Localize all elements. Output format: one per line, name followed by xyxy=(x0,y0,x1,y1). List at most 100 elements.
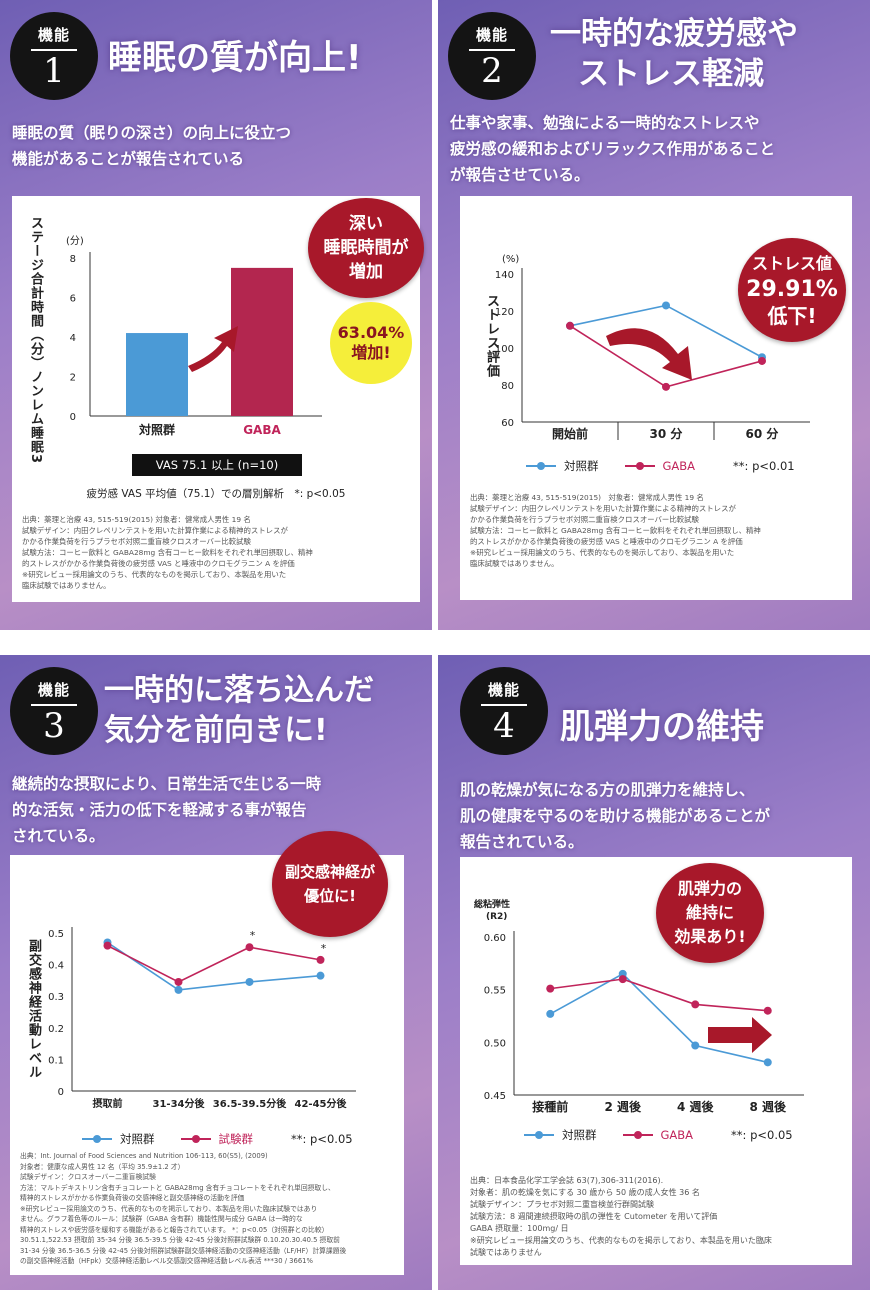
panel-description: 仕事や家事、勉強による一時的なストレスや 疲労感の緩和およびリラックス作用がある… xyxy=(450,110,858,188)
badge-number: 3 xyxy=(43,705,65,746)
function-badge-2: 機能 2 xyxy=(448,12,536,100)
function-badge-3: 機能 3 xyxy=(10,667,98,755)
y-tick-label: 140 xyxy=(495,270,514,281)
panel-skin-elasticity: 機能 4 肌弾力の維持 肌の乾燥が気になる方の肌弾力を維持し、 肌の健康を守るの… xyxy=(438,655,870,1290)
legend-label-control: 対照群 xyxy=(564,459,599,473)
x-tick-label: 8 週後 xyxy=(749,1099,787,1114)
source-line: ※研究レビュー採用論文のうち、代表的なものを掲示しており、本製品を用いた xyxy=(470,548,735,557)
data-point-gaba xyxy=(662,382,670,391)
condition-label: VAS 75.1 以上 (n=10) xyxy=(132,454,302,476)
y-tick-label: 0 xyxy=(70,412,76,423)
source-note: 出典：薬理と治療 43, 515-519(2015) 対象者：健常成人男性 19… xyxy=(22,514,410,591)
chart-card: 総粘弾性 (R2) 0.45 0.50 0.55 0.60 接種前 2 週後 4 週後 8 週… xyxy=(460,857,852,1265)
bubble-line: 深い xyxy=(349,214,383,234)
callout-bubble: 副交感神経が 優位に! xyxy=(272,831,388,937)
x-tick-label: 30 分 xyxy=(650,426,683,441)
source-line: 試験デザイン：内田クレペリンテストを用いた計算作業による精神的ストレスが xyxy=(22,526,288,535)
chart-legend: 対照群 GABA **: p<0.05 xyxy=(524,1127,793,1143)
y-axis-label: ストレス評価 xyxy=(484,294,499,378)
parasympathetic-line-chart: 0 0.1 0.2 0.3 0.4 0.5 摂取前 31-34分後 36.5-39.5分後 42-… xyxy=(48,927,356,1110)
legend-swatch-control xyxy=(524,1131,554,1139)
y-tick-label: 2 xyxy=(70,373,76,384)
panel-title: 肌弾力の維持 xyxy=(560,707,764,747)
bar-control xyxy=(126,333,188,416)
significance-note: **: p<0.05 xyxy=(291,1132,353,1146)
badge-label: 機能 xyxy=(475,25,508,44)
x-tick-label: 対照群 xyxy=(138,422,175,437)
data-point-gaba xyxy=(174,977,183,986)
source-line: 試験方法：コーヒー飲料と GABA28mg 含有コーヒー飲料をそれぞれ単回摂取し… xyxy=(470,526,761,535)
x-tick-label: 36.5-39.5分後 xyxy=(213,1097,287,1110)
legend-swatch-gaba xyxy=(622,1131,653,1139)
chart-caption: 疲労感 VAS 平均値（75.1）での層別解析 *: p<0.05 xyxy=(86,488,346,500)
source-line: 対象者：肌の乾燥を気にする 30 歳から 50 歳の成人女性 36 名 xyxy=(470,1188,700,1197)
source-line: GABA 摂取量：100mg/ 日 xyxy=(470,1224,569,1233)
source-line: 試験デザイン：クロスオーバー二重盲検試験 xyxy=(20,1173,156,1181)
source-line: 方法：マルトデキストリン含有チョコレートと GABA28mg 含有チョコレートを… xyxy=(20,1183,335,1192)
panel-mood: 機能 3 一時的に落ち込んだ 気分を前向きに! 継続的な摂取により、日常生活で生… xyxy=(0,655,432,1290)
significance-note: **: p<0.05 xyxy=(731,1128,793,1142)
x-tick-label: 4 週後 xyxy=(677,1099,715,1114)
legend-swatch-control xyxy=(82,1135,112,1143)
source-line: 31-34 分後 36.5-36.5 分後 42-45 分後対照群試験群副交感神… xyxy=(20,1246,347,1255)
source-line: 試験デザイン：内田クレペリンテストを用いた計算作業による精神的ストレスが xyxy=(470,504,736,513)
source-line: 臨床試験ではありません。 xyxy=(470,559,559,568)
chart-card: ステージ合計時間（分）ノンレム睡眠3 (分) 0 2 4 6 8 対照群 GABA 深い 睡眠… xyxy=(12,196,424,602)
legend-label-control: 対照群 xyxy=(562,1128,597,1142)
badge-number: 1 xyxy=(43,50,65,91)
bubble-line: 維持に xyxy=(685,903,734,922)
bubble-value: 29.91% xyxy=(746,277,838,302)
data-point-control xyxy=(316,971,325,980)
series-line-gaba xyxy=(107,944,321,983)
source-line: 出典：薬理と治療 43, 515-519(2015) 対象者：健常成人男性 19… xyxy=(22,515,251,524)
bubble-line: ストレス値 xyxy=(751,254,832,273)
source-line: 試験方法：8 週間連続摂取時の肌の弾性を Cutometer を用いて評価 xyxy=(470,1212,718,1221)
y-tick-label: 60 xyxy=(501,418,514,429)
y-axis-label: 副交感神経活動レベル xyxy=(26,939,41,1079)
source-note: 出典：薬理と治療 43, 515-519(2015) 対象者：健常成人男性 19… xyxy=(470,492,842,569)
x-tick-label: 2 週後 xyxy=(604,1099,642,1114)
source-line: 出典：Int. Journal of Food Sciences and Nut… xyxy=(20,1152,268,1160)
legend-swatch-gaba xyxy=(180,1135,211,1143)
badge-divider xyxy=(469,48,515,51)
source-line: 出典：薬理と治療 43, 515-519(2015) 対象者：健常成人男性 19… xyxy=(470,493,704,502)
source-line: かかる作業負荷を行うプラセボ対照二重盲検クロスオーバー比較試験 xyxy=(470,515,699,524)
description-line: 仕事や家事、勉強による一時的なストレスや xyxy=(450,114,760,132)
data-point-gaba xyxy=(691,1000,700,1009)
source-line: の副交感神経活動（HFpk）交感神経活動レベル交感副交感神経活動レベル表活 **… xyxy=(20,1257,313,1265)
data-point-gaba xyxy=(316,955,325,964)
decrease-arrow-icon xyxy=(606,328,692,380)
y-axis-label: 総粘弾性 (R2) xyxy=(474,899,510,923)
data-point-gaba xyxy=(245,943,254,952)
x-tick-label: 開始前 xyxy=(552,426,588,441)
badge-label: 機能 xyxy=(37,25,70,44)
data-point-gaba xyxy=(763,1006,772,1015)
source-line: 的ストレスがかかる作業負荷後の疲労感 VAS と唾液中のクロモグラニン A を評… xyxy=(470,537,743,546)
source-line: 30.51.1,522.53 摂取前 35-34 分後 36.5-39.5 分後… xyxy=(20,1236,340,1244)
bubble-line: 副交感神経が xyxy=(284,863,375,881)
description-line: 肌の健康を守るのを助ける機能があることが xyxy=(460,807,771,825)
panel-title: 一時的な疲労感や ストレス軽減 xyxy=(550,14,798,94)
bubble-line: 低下! xyxy=(767,304,817,328)
x-tick-label: 31-34分後 xyxy=(153,1097,206,1110)
y-axis-label: ステージ合計時間（分）ノンレム睡眠3 xyxy=(28,216,43,465)
series-line-control xyxy=(107,941,321,991)
description-line: 睡眠の質（眠りの深さ）の向上に役立つ xyxy=(12,124,292,142)
title-line: 気分を前向きに! xyxy=(104,713,328,748)
y-tick-label: 100 xyxy=(495,344,514,355)
panel-stress-relief: 機能 2 一時的な疲労感や ストレス軽減 仕事や家事、勉強による一時的なストレス… xyxy=(438,0,870,630)
source-line: ※研究レビュー採用論文のうち、代表的なものを掲示しており、本製品を用いた xyxy=(22,570,287,579)
source-line: 試験方法：コーヒー飲料と GABA28mg 含有コーヒー飲料をそれぞれ単回摂取し… xyxy=(22,548,313,557)
y-tick-label: 8 xyxy=(70,254,76,265)
data-point-control xyxy=(662,301,670,310)
source-note: 出典：日本食品化学工学会誌 63(7),306-311(2016). 対象者：肌… xyxy=(470,1175,842,1259)
data-point-gaba xyxy=(566,321,574,330)
callout-bubble: 深い 睡眠時間が 増加 xyxy=(308,198,424,298)
callout-bubble: 肌弾力の 維持に 効果あり! xyxy=(656,863,764,963)
source-line: かかる作業負荷を行うプラセボ対照二重盲検クロスオーバー比較試験 xyxy=(22,537,251,546)
y-tick-label: 0.5 xyxy=(48,929,64,940)
source-line: 出典：日本食品化学工学会誌 63(7),306-311(2016). xyxy=(470,1176,664,1185)
panel-description: 睡眠の質（眠りの深さ）の向上に役立つ 機能があることが報告されている xyxy=(12,120,420,172)
series-line-gaba xyxy=(550,978,768,1012)
y-tick-label: 0 xyxy=(58,1087,64,1098)
